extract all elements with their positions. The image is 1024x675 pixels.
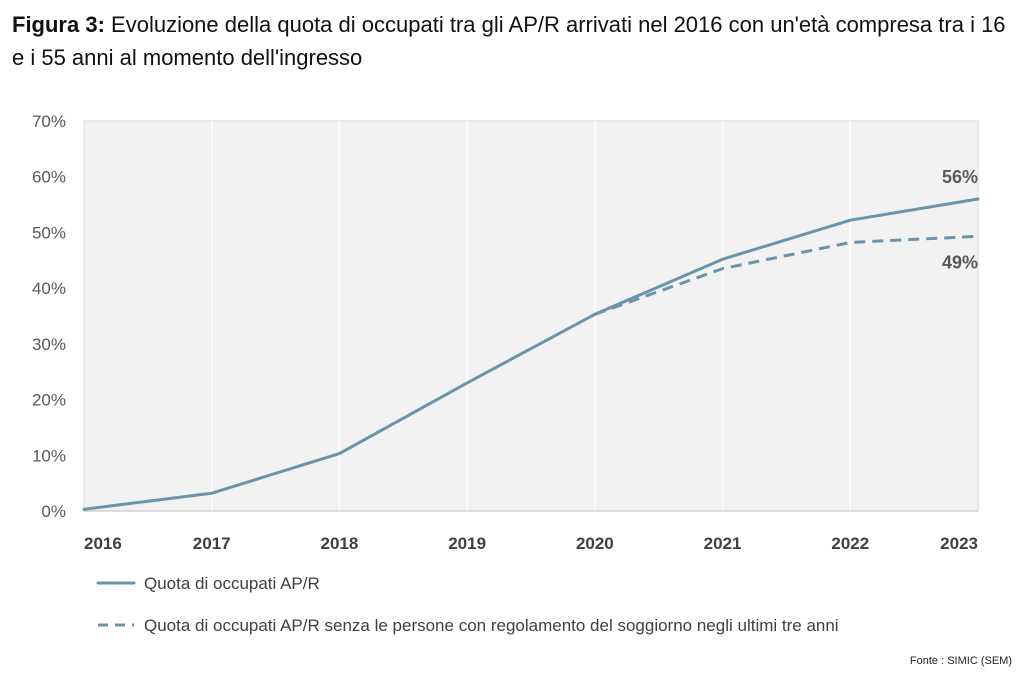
data-label-2: 49% <box>942 252 978 272</box>
x-tick-label: 2018 <box>321 534 359 553</box>
y-tick-label: 10% <box>32 446 66 465</box>
line-chart: 0% 10% 20% 30% 40% 50% 60% 70% 2016 2017 2018 2019 2… <box>32 112 980 553</box>
plot-area <box>83 120 979 512</box>
data-label-1: 56% <box>942 167 978 187</box>
chart-title: Figura 3: Evoluzione della quota di occu… <box>12 8 1012 74</box>
legend-swatch-solid <box>96 581 136 585</box>
legend-label-solid: Quota di occupati AP/R <box>144 574 320 593</box>
legend-label-dashed: Quota di occupati AP/R senza le persone … <box>144 616 839 635</box>
x-tick-label: 2023 <box>940 534 978 553</box>
x-tick-label: 2016 <box>84 534 122 553</box>
x-tick-label: 2022 <box>831 534 869 553</box>
source-note: Fonte : SIMIC (SEM) <box>909 655 1012 667</box>
y-tick-label: 60% <box>32 168 66 187</box>
y-tick-label: 70% <box>32 112 66 131</box>
y-tick-label: 40% <box>32 279 66 298</box>
x-tick-label: 2019 <box>448 534 486 553</box>
x-tick-label: 2020 <box>576 534 614 553</box>
y-tick-label: 0% <box>41 502 66 521</box>
y-tick-label: 50% <box>32 223 66 242</box>
series-line-2 <box>594 234 979 316</box>
y-tick-label: 20% <box>32 391 66 410</box>
x-tick-label: 2017 <box>193 534 231 553</box>
figure-title: Evoluzione della quota di occupati tra g… <box>12 12 1006 70</box>
series-line-1 <box>82 197 980 511</box>
y-tick-label: 30% <box>32 335 66 354</box>
x-tick-label: 2021 <box>704 534 742 553</box>
figure-label: Figura 3: <box>12 12 105 37</box>
legend-swatch-dashed <box>98 623 134 627</box>
